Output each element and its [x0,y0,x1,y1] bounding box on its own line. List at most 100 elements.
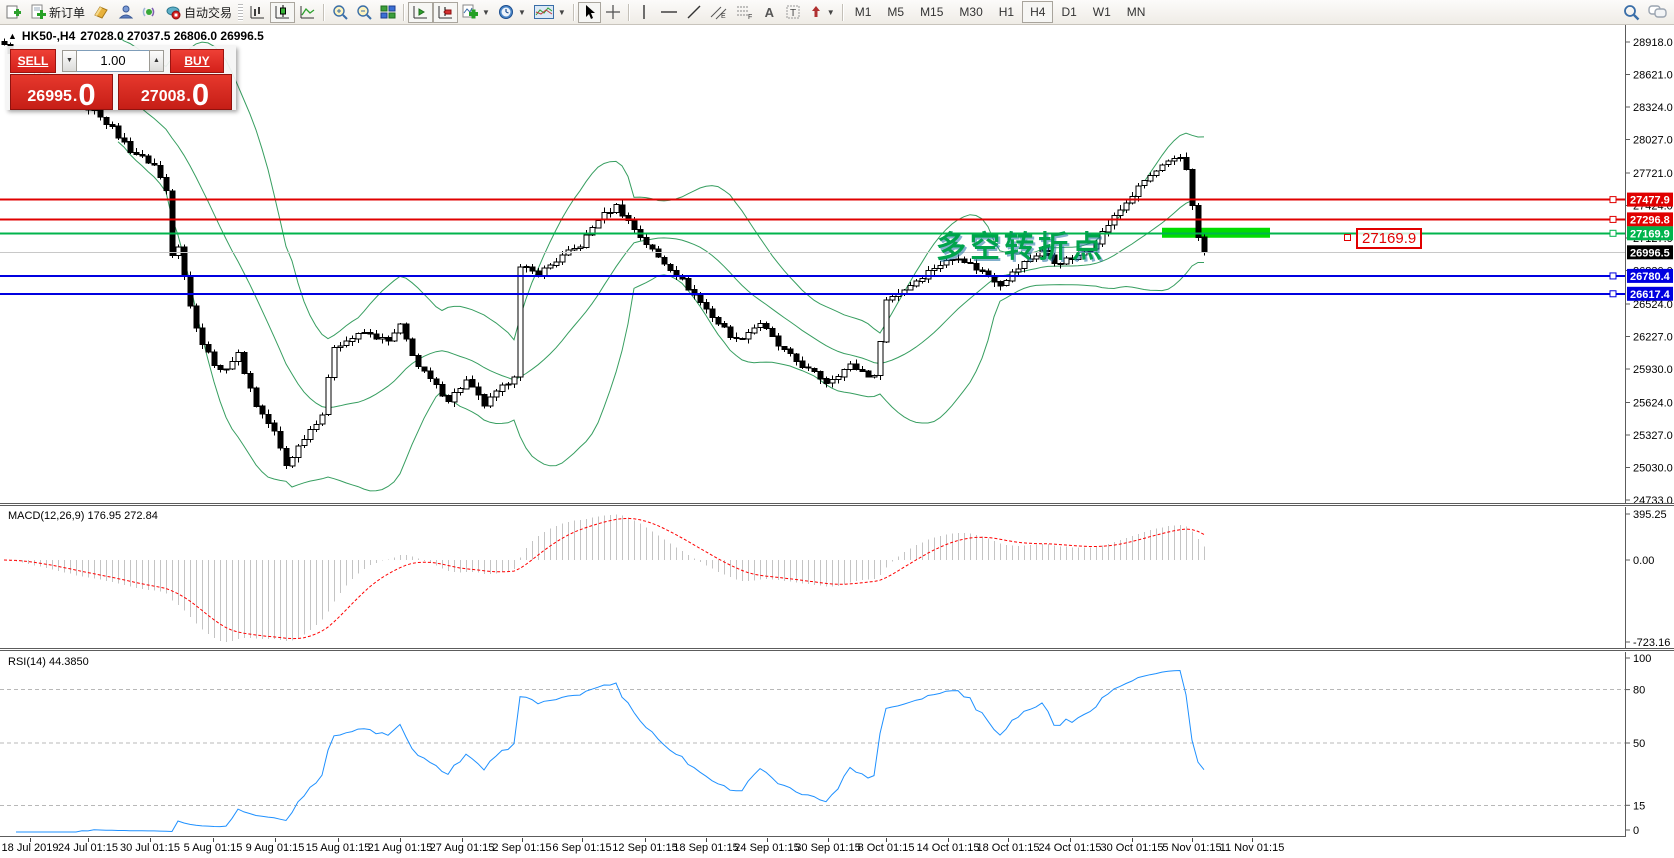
buy-button[interactable]: BUY [170,48,224,73]
time-axis-tick [1070,838,1071,842]
candle-body [619,204,626,217]
time-axis-tick [30,838,31,842]
timeframe-h4[interactable]: H4 [1022,1,1054,23]
horizontal-line-tool-button[interactable] [656,2,682,23]
equidistant-channel-tool-button[interactable]: E [706,2,732,23]
time-axis-tick [275,838,276,842]
trendline-tool-button[interactable] [682,2,706,23]
bollinger-middle-band[interactable] [117,88,1204,409]
indicators-button[interactable]: ▼ [458,2,494,23]
periods-button[interactable]: ▼ [494,2,530,23]
time-axis-label: 6 Sep 01:15 [552,842,612,854]
text-tool-button[interactable]: A [758,2,781,23]
candle-body [499,384,506,392]
candle-body [157,165,164,179]
fibonacci-tool-button[interactable]: F [732,2,758,23]
bollinger-upper-band[interactable] [117,36,1205,341]
volume-increase-button[interactable]: ▲ [149,49,164,72]
time-axis-label: 21 Aug 01:15 [367,842,433,854]
periods-caret: ▼ [517,7,526,17]
chat-button[interactable] [1644,2,1672,23]
panel-separator[interactable] [0,503,1674,504]
time-axis-label: 8 Oct 01:15 [857,842,915,854]
timeframe-m5[interactable]: M5 [887,5,905,19]
level-line-handle[interactable] [1609,215,1617,223]
candle-body [331,347,338,379]
level-line-handle[interactable] [1609,290,1617,298]
price-axis-label: 25930.0 [1633,364,1673,376]
buy-price-display[interactable]: 27008. 0 [118,74,232,110]
price-tag-label: 26996.5 [1630,247,1670,259]
search-icon [1624,4,1640,20]
toolbar: 新订单 自动交易 ▼ ▼ [0,0,1674,25]
timeframe-d1[interactable]: D1 [1061,5,1077,19]
candle-body [655,248,662,258]
new-chart-button[interactable] [2,2,26,23]
zoom-in-button[interactable] [328,2,352,23]
level-line-handle[interactable] [1609,196,1617,204]
line-chart-button[interactable] [295,2,320,23]
rsi-panel-canvas[interactable]: 100 80 50 15 0 [0,652,1674,837]
price-tag-support [1627,268,1673,283]
arrows-tool-button[interactable]: ▼ [805,2,839,23]
chart-annotation-text[interactable]: 多空转折点 [936,231,1106,264]
timeframe-mn[interactable]: MN [1126,5,1146,19]
collapse-panel-toggle[interactable]: ▲ [8,31,17,41]
level-line-handle[interactable] [1609,272,1617,280]
text-label-tool-button[interactable]: T [781,2,805,23]
time-axis-tick [400,838,401,842]
panel-separator[interactable] [0,650,1674,651]
chart-shift-button[interactable] [433,1,459,23]
price-axis-label: 28918.0 [1633,37,1673,49]
new-order-button[interactable]: 新订单 [26,2,89,23]
candle-body [1069,257,1076,261]
time-axis[interactable]: 18 Jul 2019 24 Jul 01:15 30 Jul 01:15 5 Aug… [0,838,1674,858]
volume-input[interactable] [77,49,149,72]
sell-price-display[interactable]: 26995. 0 [10,74,113,110]
quotes-button[interactable] [89,2,113,23]
toolbar-drag-handle[interactable] [238,3,244,21]
autotrade-button[interactable]: 自动交易 [161,2,236,23]
candlestick-chart-button[interactable] [270,1,296,23]
timeframe-h1[interactable]: H1 [998,5,1015,19]
auto-scroll-button[interactable] [408,1,434,23]
timeframe-m1[interactable]: M1 [854,5,872,19]
candle-body [343,340,350,347]
sell-price-pips: 0 [78,76,96,112]
macd-indicator-label: MACD(12,26,9) 176.95 272.84 [8,510,158,522]
panel-separator[interactable] [0,648,1674,649]
level-line-handle[interactable] [1609,229,1617,237]
zoom-out-button[interactable] [352,2,376,23]
vertical-line-tool-button[interactable] [633,2,656,23]
bar-chart-button[interactable] [245,2,270,23]
main-chart-canvas[interactable]: 28918.028621.028324.028027.027721.027424… [0,25,1674,503]
rsi-axis-label: 50 [1633,738,1645,750]
panel-separator[interactable] [0,505,1674,506]
templates-button[interactable]: ▼ [530,2,570,23]
sound-button[interactable] [137,2,161,23]
timeframe-m30[interactable]: M30 [959,5,983,19]
candle-body [967,262,974,265]
volume-decrease-button[interactable]: ▼ [62,49,77,72]
candle-body [421,366,428,372]
timeframe-w1[interactable]: W1 [1092,5,1111,19]
price-flag-anchor[interactable] [1344,234,1351,241]
sell-button[interactable]: SELL [10,48,56,73]
cursor-tool-button[interactable] [577,1,601,23]
crosshair-tool-button[interactable] [601,2,625,23]
candle-body [1,41,8,45]
macd-panel-canvas[interactable]: 395.25 0.00 -723.16 [0,507,1674,648]
timeframe-m15[interactable]: M15 [920,5,944,19]
search-button[interactable] [1619,2,1644,23]
candle-body [1033,255,1040,260]
candle-body [715,317,722,325]
candle-body [745,332,752,340]
candle-body [409,338,416,356]
candle-body [649,244,656,250]
candle-body [1111,215,1118,226]
price-flag-label[interactable]: 27169.9 [1356,228,1423,249]
candle-body [739,338,746,341]
tile-windows-button[interactable] [376,2,400,23]
candle-body [397,323,404,334]
navigator-button[interactable] [113,2,137,23]
